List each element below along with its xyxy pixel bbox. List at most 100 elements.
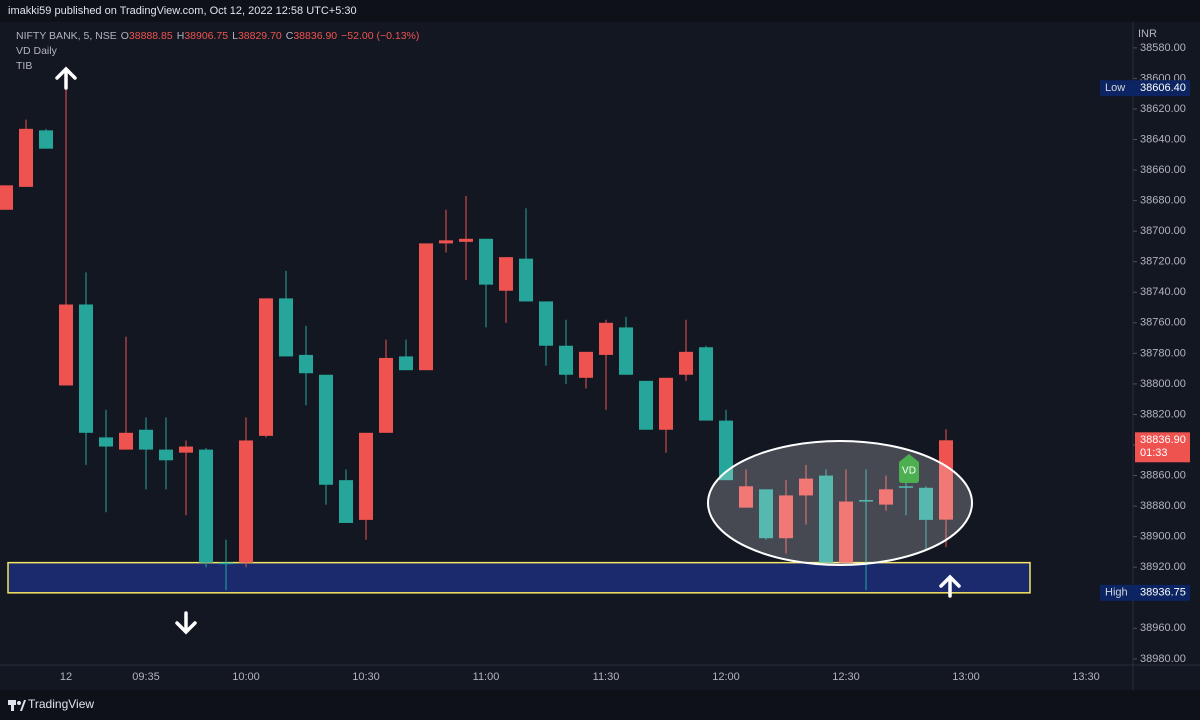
candle-body [19, 128, 33, 187]
indicator: VD Daily [16, 45, 57, 57]
candle-body [559, 345, 573, 375]
x-tick-label: 10:30 [352, 671, 380, 683]
countdown: 01:33 [1140, 447, 1168, 459]
change: −52.00 (−0.13%) [341, 30, 420, 42]
candle-body [399, 356, 413, 371]
y-tick-label: 38820.00 [1140, 408, 1186, 420]
candle-body [879, 489, 893, 505]
candle-body [899, 486, 913, 488]
candle-body [819, 475, 833, 563]
candle-body [839, 501, 853, 563]
arrow-up [55, 66, 77, 90]
y-tick-label: 38960.00 [1140, 622, 1186, 634]
candle-body [299, 354, 313, 374]
support-zone [7, 561, 1031, 594]
ohlc-value: 38888.85 [128, 30, 173, 42]
arrow-up [939, 574, 961, 598]
x-tick-label: 10:00 [232, 671, 260, 683]
symbol: NIFTY BANK, 5, NSE [16, 30, 117, 42]
x-tick-label: 11:30 [593, 671, 620, 683]
candle-body [639, 380, 653, 430]
tv-logo [8, 700, 26, 711]
last-price-box [1135, 432, 1190, 463]
highlight-ellipse [707, 440, 973, 566]
y-tick-label: 38660.00 [1140, 164, 1186, 176]
price-label-value: 38606.40 [1140, 82, 1186, 94]
vd-marker [899, 454, 919, 483]
y-tick-label: 38580.00 [1140, 42, 1186, 54]
candle-body [679, 351, 693, 375]
x-tick-label: 11:00 [473, 671, 500, 683]
candle-body [619, 327, 633, 375]
candle-body [79, 304, 93, 433]
candle-body [0, 185, 13, 210]
candle-body [439, 240, 453, 244]
candle-body [59, 304, 73, 386]
candle-body [859, 500, 873, 502]
ohlc-key: O [120, 30, 129, 42]
vd-marker-label: VD [902, 466, 916, 477]
y-tick-label: 38860.00 [1140, 469, 1186, 481]
candle-body [479, 238, 493, 285]
legend: NIFTY BANK, 5, NSE O38888.85 H38906.75 L388… [16, 29, 423, 74]
candle-body [319, 374, 333, 485]
candle-body [499, 257, 513, 291]
last-price-label: 38836.90 [1140, 434, 1186, 446]
candle-body [939, 440, 953, 520]
candle-body [359, 432, 373, 520]
top-bar [0, 0, 1200, 22]
ohlc-value: 38836.90 [293, 30, 338, 42]
candle-body [919, 487, 933, 520]
indicator: TIB [16, 60, 33, 72]
candle-body [159, 449, 173, 461]
footer: TradingView [28, 697, 95, 711]
candle-body [799, 478, 813, 496]
candle-body [419, 243, 433, 371]
candle-body [279, 298, 293, 357]
candle-body [759, 489, 773, 539]
price-label-name: High [1105, 587, 1128, 599]
y-tick-label: 38880.00 [1140, 500, 1186, 512]
candle-body [519, 258, 533, 302]
candle-body [659, 377, 673, 430]
candle-body [339, 480, 353, 523]
ohlc-value: 38829.70 [237, 30, 282, 42]
publisher: imakki59 published on TradingView.com, O… [8, 5, 357, 17]
y-tick-label: 38720.00 [1140, 256, 1186, 268]
y-tick-label: 38760.00 [1140, 317, 1186, 329]
price-label-box [1100, 584, 1190, 601]
candle-body [739, 486, 753, 508]
y-tick-label: 38680.00 [1140, 195, 1186, 207]
arrow-down [175, 611, 197, 635]
x-tick-label: 12:00 [712, 671, 740, 683]
y-tick-label: 38700.00 [1140, 225, 1186, 237]
candle-body [579, 351, 593, 378]
price-label-name: Low [1105, 82, 1125, 94]
candle-body [459, 238, 473, 242]
candle-body [719, 420, 733, 481]
candle-body [259, 298, 273, 436]
x-tick-label: 13:30 [1072, 671, 1100, 683]
candle-body [779, 495, 793, 539]
ohlc-key: C [285, 30, 294, 42]
candle-body [239, 440, 253, 563]
y-tick-label: 38620.00 [1140, 103, 1186, 115]
candle-body [119, 432, 133, 450]
price-label-value: 38936.75 [1140, 587, 1186, 599]
y-tick-label: 38920.00 [1140, 561, 1186, 573]
candle-body [219, 562, 233, 565]
ohlc-value: 38906.75 [184, 30, 229, 42]
ohlc-key: L [232, 30, 238, 42]
y-tick-label: 38740.00 [1140, 286, 1186, 298]
price-label-box [1100, 80, 1190, 97]
candle-body [39, 130, 53, 149]
candle-body [599, 322, 613, 355]
x-tick-label: 12 [60, 671, 72, 683]
x-tick-label: 13:00 [952, 671, 980, 683]
y-tick-label: 38780.00 [1140, 347, 1186, 359]
candle-body [139, 429, 153, 450]
axis-unit: INR [1138, 28, 1157, 40]
y-tick-label: 38800.00 [1140, 378, 1186, 390]
